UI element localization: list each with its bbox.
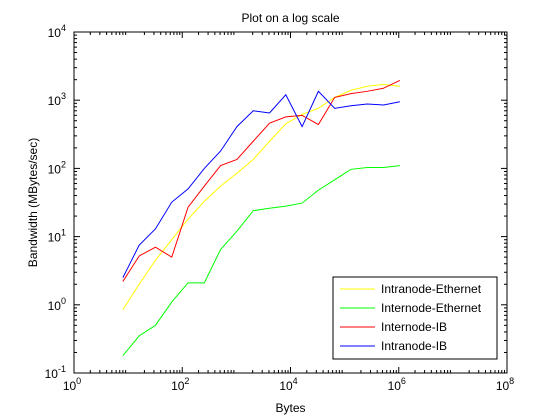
legend-label-internode-ethernet: Internode-Ethernet xyxy=(381,301,482,315)
legend-label-intranode-ib: Intranode-IB xyxy=(381,339,447,353)
y-tick-label: 104 xyxy=(48,23,66,40)
legend-label-internode-ib: Internode-IB xyxy=(381,320,447,334)
series-line-intranode-ib xyxy=(122,90,400,278)
legend-label-intranode-ethernet: Intranode-Ethernet xyxy=(381,282,482,296)
x-tick-label: 108 xyxy=(496,376,514,393)
y-tick-label: 100 xyxy=(48,296,66,313)
y-tick-label: 101 xyxy=(48,228,66,245)
legend-box xyxy=(332,276,498,360)
x-tick-label: 102 xyxy=(171,376,189,393)
series-line-internode-ib xyxy=(122,79,401,282)
x-axis-label: Bytes xyxy=(275,401,305,415)
y-axis-label: Bandwidth (MBytes/sec) xyxy=(26,138,40,267)
legend: Intranode-Ethernet Internode-Ethernet Inte… xyxy=(332,276,498,360)
x-tick-label: 104 xyxy=(279,376,297,393)
x-tick-label: 100 xyxy=(63,376,81,393)
chart-title: Plot on a log scale xyxy=(241,11,339,25)
axis-labels-group: Plot on a log scale Bytes Bandwidth (MBy… xyxy=(26,11,340,415)
x-tick-label: 106 xyxy=(388,376,406,393)
series-lines xyxy=(122,79,401,356)
y-tick-label: 102 xyxy=(48,159,66,176)
y-tick-label: 10-1 xyxy=(45,364,66,381)
y-tick-label: 103 xyxy=(48,91,66,108)
series-line-intranode-ethernet xyxy=(122,83,400,310)
series-line-internode-ethernet xyxy=(122,165,400,356)
